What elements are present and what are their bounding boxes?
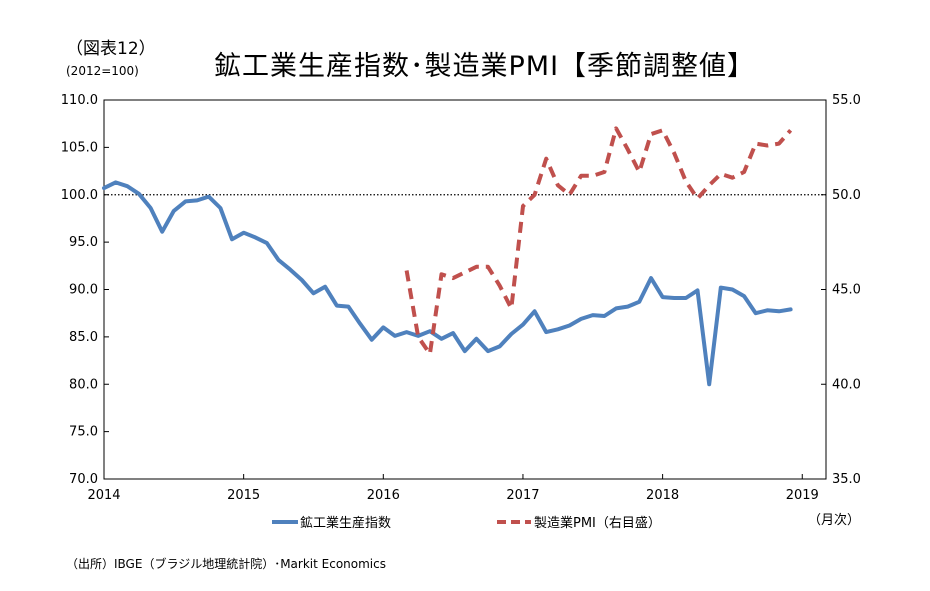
- x-tick-label: 2018: [646, 488, 679, 503]
- series-line-industrial-production: [102, 180, 793, 387]
- base-year-note: (2012=100): [66, 64, 139, 78]
- x-tick-label: 2016: [367, 488, 400, 503]
- source-note: （出所）IBGE（ブラジル地理統計院）･Markit Economics: [66, 557, 386, 571]
- y-left-tick-label: 85.0: [69, 330, 98, 345]
- series-line-pmi: [404, 126, 793, 356]
- y-left-tick-label: 95.0: [69, 235, 98, 250]
- y-left-tick-label: 75.0: [69, 425, 98, 440]
- legend-label-pmi: 製造業PMI（右目盛）: [534, 515, 661, 531]
- legend-label-industrial-production: 鉱工業生産指数: [300, 515, 391, 531]
- y-left-tick-label: 90.0: [69, 283, 98, 298]
- y-left-tick-label: 105.0: [61, 140, 98, 155]
- plot-frame: [103, 99, 827, 480]
- y-left-tick-label: 70.0: [69, 472, 98, 487]
- x-tick-label: 2014: [87, 488, 120, 503]
- x-unit-label: （月次）: [808, 513, 861, 528]
- y-left-tick-label: 80.0: [69, 377, 98, 392]
- y-right-tick-label: 55.0: [832, 93, 861, 108]
- series-layer: [102, 126, 793, 387]
- y-right-tick-label: 35.0: [832, 472, 861, 487]
- y-left-tick-label: 100.0: [61, 188, 98, 203]
- chart-title: 鉱工業生産指数･製造業PMI【季節調整値】: [214, 51, 756, 82]
- x-tick-label: 2015: [227, 488, 260, 503]
- figure-label: （図表12）: [66, 39, 156, 59]
- axes-layer: 70.0 75.0 80.0 85.0 90.0 95.0 100.0 105.0 110.0 3…: [61, 93, 861, 503]
- y-left-tick-label: 110.0: [61, 93, 98, 108]
- legend: 鉱工業生産指数 製造業PMI（右目盛）: [272, 515, 661, 531]
- y-right-tick-label: 45.0: [832, 283, 861, 298]
- y-right-tick-label: 40.0: [832, 377, 861, 392]
- y-right-tick-label: 50.0: [832, 188, 861, 203]
- x-tick-label: 2019: [786, 488, 819, 503]
- x-tick-label: 2017: [506, 488, 539, 503]
